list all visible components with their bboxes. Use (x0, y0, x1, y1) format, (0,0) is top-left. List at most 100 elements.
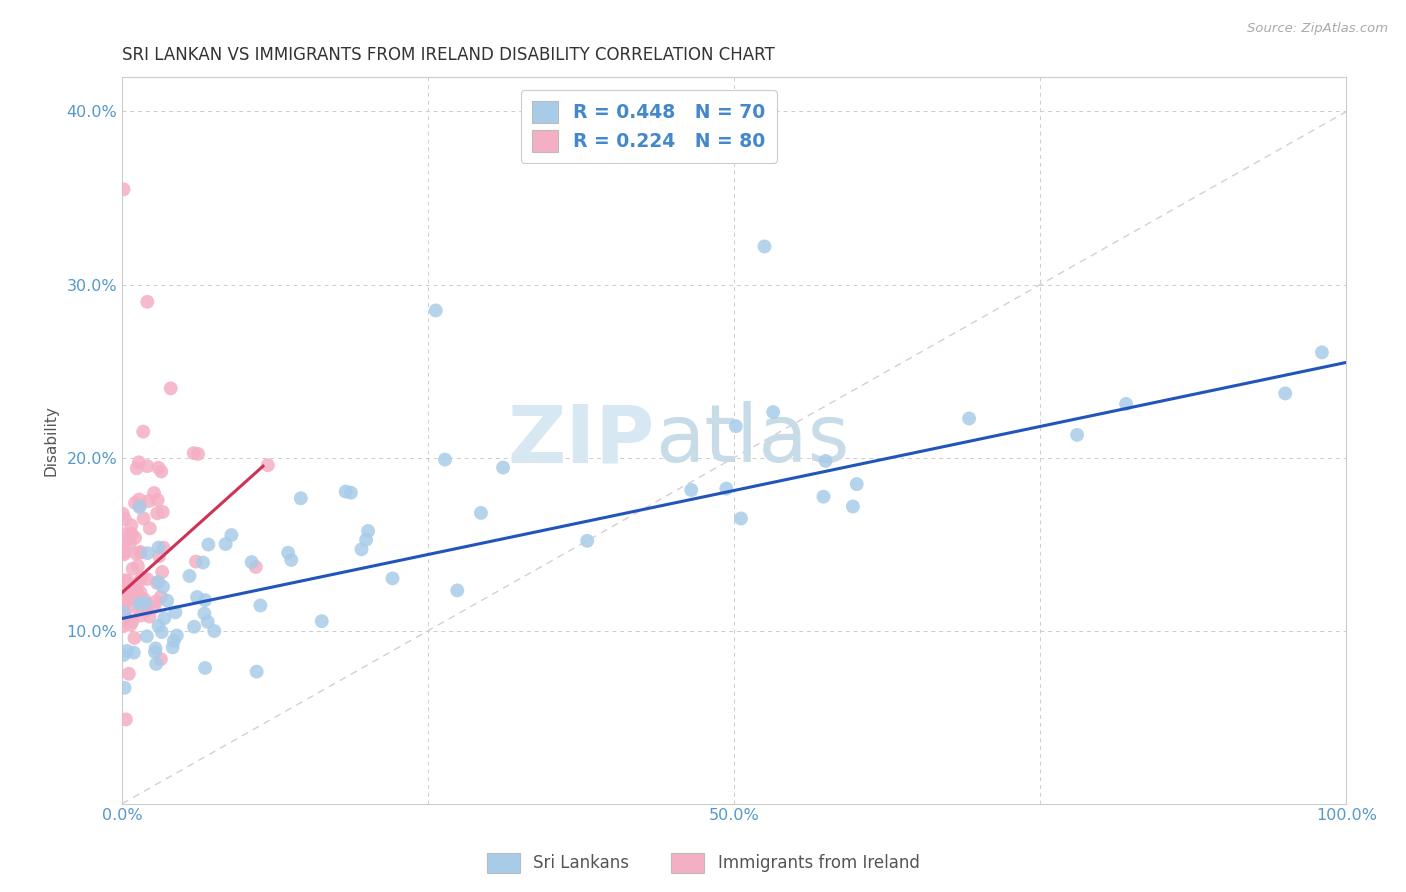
Point (145, 657, 167, 671)
Point (112, 547, 135, 561)
Point (135, 629, 157, 643)
Point (117, 579, 139, 593)
Point (194, 661, 217, 675)
Point (112, 613, 135, 627)
Point (128, 597, 150, 611)
Point (132, 511, 155, 525)
Point (136, 546, 159, 560)
Point (277, 546, 299, 560)
Point (813, 490, 835, 504)
Point (117, 591, 139, 606)
Point (124, 631, 146, 645)
Point (112, 527, 135, 541)
Point (143, 486, 166, 500)
Point (129, 545, 152, 559)
Point (754, 239, 776, 253)
Point (1310, 345, 1333, 359)
Point (724, 419, 747, 434)
Point (576, 533, 599, 548)
Point (202, 624, 225, 638)
Point (138, 494, 160, 508)
Point (193, 607, 215, 621)
Point (197, 615, 219, 629)
Point (146, 492, 169, 507)
Point (150, 625, 173, 640)
Point (340, 485, 363, 500)
Point (492, 460, 515, 475)
Point (117, 586, 139, 600)
Point (246, 665, 269, 679)
Text: Source: ZipAtlas.com: Source: ZipAtlas.com (1247, 22, 1388, 36)
Point (197, 537, 219, 551)
Point (120, 526, 142, 541)
Point (143, 600, 166, 615)
Point (128, 591, 150, 606)
Point (145, 594, 167, 608)
Point (127, 588, 149, 602)
Point (716, 482, 738, 496)
Point (842, 500, 865, 514)
Point (166, 628, 188, 642)
Point (128, 492, 150, 507)
Point (146, 575, 169, 590)
Point (111, 619, 134, 633)
Point (150, 565, 173, 579)
Point (357, 524, 380, 538)
Point (132, 425, 155, 439)
Point (136, 572, 159, 586)
Point (814, 454, 837, 468)
Point (191, 556, 214, 570)
Point (146, 506, 169, 520)
Point (256, 458, 278, 473)
Point (730, 511, 752, 525)
Point (125, 546, 148, 560)
Point (148, 460, 170, 475)
Point (148, 619, 170, 633)
Point (112, 648, 135, 662)
Point (1066, 428, 1088, 442)
Point (128, 499, 150, 513)
Point (335, 484, 357, 499)
Point (762, 405, 785, 419)
Point (125, 461, 148, 475)
Point (115, 644, 138, 658)
Point (112, 607, 135, 621)
Point (125, 584, 148, 599)
Point (117, 574, 139, 588)
Point (118, 536, 141, 550)
Point (114, 574, 136, 588)
Point (425, 303, 447, 318)
Point (290, 491, 312, 506)
Point (162, 640, 184, 655)
Point (381, 571, 404, 585)
Point (138, 609, 160, 624)
Point (845, 477, 868, 491)
Point (128, 500, 150, 514)
Text: ZIP: ZIP (508, 401, 655, 479)
Text: SRI LANKAN VS IMMIGRANTS FROM IRELAND DISABILITY CORRELATION CHART: SRI LANKAN VS IMMIGRANTS FROM IRELAND DI… (122, 46, 775, 64)
Point (115, 712, 138, 726)
Point (152, 541, 174, 555)
Point (118, 666, 141, 681)
Point (114, 585, 136, 599)
Point (121, 615, 143, 629)
Point (159, 381, 181, 395)
Point (129, 608, 152, 623)
Text: atlas: atlas (655, 401, 849, 479)
Point (129, 585, 152, 599)
Point (194, 593, 217, 607)
Point (183, 620, 205, 634)
Legend: R = 0.448   N = 70, R = 0.224   N = 80: R = 0.448 N = 70, R = 0.224 N = 80 (520, 90, 776, 163)
Point (446, 583, 468, 598)
Point (240, 555, 263, 569)
Point (249, 599, 271, 613)
Point (187, 447, 209, 461)
Point (112, 606, 135, 620)
Point (311, 614, 333, 628)
Point (354, 533, 377, 547)
Point (145, 641, 167, 656)
Point (111, 507, 134, 521)
Point (152, 505, 174, 519)
Point (114, 512, 136, 526)
Point (115, 533, 138, 547)
